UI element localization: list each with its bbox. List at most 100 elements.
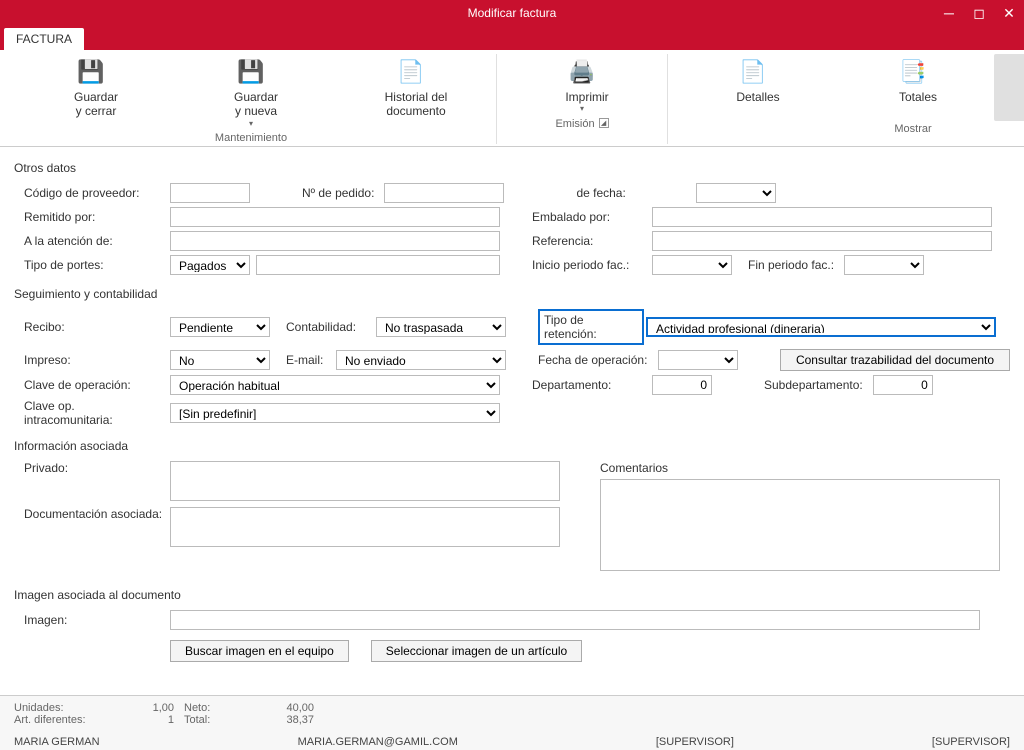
historial-icon: 📄 xyxy=(395,56,427,88)
input-imagen[interactable] xyxy=(170,610,980,630)
imprimir-icon: 🖨️ xyxy=(566,56,598,88)
input-remitido-por[interactable] xyxy=(170,207,500,227)
label-atencion-de: A la atención de: xyxy=(14,234,164,248)
status-art-diferentes-label: Art. diferentes: xyxy=(14,714,124,726)
close-button[interactable]: ✕ xyxy=(994,0,1024,26)
status-user: MARIA GERMAN xyxy=(14,736,100,748)
textarea-privado[interactable] xyxy=(170,461,560,501)
label-clave-operacion: Clave de operación: xyxy=(14,378,164,392)
select-clave-intracomunitaria[interactable]: [Sin predefinir] xyxy=(170,403,500,423)
label-doc-asociada: Documentación asociada: xyxy=(14,507,164,521)
section-seguimiento: Seguimiento y contabilidad xyxy=(14,287,1010,301)
dialog-launcher-emisión[interactable]: ◢ xyxy=(599,118,609,128)
ribbon-tabstrip: FACTURA xyxy=(0,26,1024,50)
ribbon-detalles[interactable]: 📄 Detalles xyxy=(674,54,832,121)
input-atencion-de[interactable] xyxy=(170,231,500,251)
input-referencia[interactable] xyxy=(652,231,992,251)
detalles-label: Detalles xyxy=(678,90,828,104)
status-role2: [SUPERVISOR] xyxy=(932,736,1010,748)
label-contabilidad: Contabilidad: xyxy=(286,320,366,334)
select-contabilidad[interactable]: No traspasada xyxy=(376,317,506,337)
input-codigo-proveedor[interactable] xyxy=(170,183,250,203)
guardar-cerrar-icon: 💾 xyxy=(75,56,107,88)
button-consultar-trazabilidad[interactable]: Consultar trazabilidad del documento xyxy=(780,349,1010,371)
label-recibo: Recibo: xyxy=(14,320,164,334)
label-imagen: Imagen: xyxy=(14,613,164,627)
ribbon-totales[interactable]: 📑 Totales xyxy=(834,54,992,121)
imprimir-label: Imprimir xyxy=(507,90,657,104)
status-unidades-label: Unidades: xyxy=(14,702,124,714)
select-fin-periodo[interactable] xyxy=(844,255,924,275)
status-bar: Unidades: 1,00 Neto: 40,00 Art. diferent… xyxy=(0,695,1024,750)
textarea-doc-asociada[interactable] xyxy=(170,507,560,547)
window-controls: ─ ◻ ✕ xyxy=(934,0,1024,26)
button-buscar-imagen[interactable]: Buscar imagen en el equipo xyxy=(170,640,349,662)
input-embalado-por[interactable] xyxy=(652,207,992,227)
status-email: MARIA.GERMAN@GAMIL.COM xyxy=(298,736,458,748)
status-total-value: 38,37 xyxy=(244,714,314,726)
label-tipo-portes: Tipo de portes: xyxy=(14,258,164,272)
select-tipo-retencion[interactable]: Actividad profesional (dineraria) xyxy=(646,317,996,337)
ribbon-otros-datos[interactable]: 👥Otrosdatos xyxy=(994,54,1024,121)
section-imagen: Imagen asociada al documento xyxy=(14,588,1010,602)
ribbon-historial[interactable]: 📄Historial deldocumento xyxy=(332,54,490,130)
label-email: E-mail: xyxy=(286,353,326,367)
button-seleccionar-imagen[interactable]: Seleccionar imagen de un artículo xyxy=(371,640,582,662)
select-tipo-portes[interactable]: Pagados xyxy=(170,255,250,275)
label-remitido-por: Remitido por: xyxy=(14,210,164,224)
imprimir-dropdown-icon: ▾ xyxy=(580,104,584,114)
form-area: Otros datos Código de proveedor: Nº de p… xyxy=(0,147,1024,695)
ribbon-group-emisión: 🖨️ Imprimir▾ Emisión ◢ xyxy=(497,54,668,144)
ribbon-guardar-nueva[interactable]: 💾Guardary nueva▾ xyxy=(172,54,330,130)
guardar-nueva-dropdown-icon: ▾ xyxy=(249,119,253,129)
ribbon-guardar-cerrar[interactable]: 💾Guardary cerrar xyxy=(12,54,170,130)
maximize-button[interactable]: ◻ xyxy=(964,0,994,26)
ribbon-group-label: Mantenimiento xyxy=(215,132,287,144)
ribbon-group-mantenimiento: 💾Guardary cerrar💾Guardary nueva▾📄Histori… xyxy=(6,54,497,144)
select-recibo[interactable]: Pendiente xyxy=(170,317,270,337)
totales-label: Totales xyxy=(838,90,988,104)
input-tipo-portes-extra[interactable] xyxy=(256,255,500,275)
historial-label: Historial deldocumento xyxy=(336,90,486,119)
label-fin-periodo: Fin periodo fac.: xyxy=(748,258,834,272)
select-fecha-operacion[interactable] xyxy=(658,350,738,370)
label-clave-intracomunitaria: Clave op. intracomunitaria: xyxy=(14,399,164,427)
label-departamento: Departamento: xyxy=(532,378,642,392)
label-comentarios: Comentarios xyxy=(600,461,1010,475)
guardar-nueva-icon: 💾 xyxy=(235,56,267,88)
input-n-pedido[interactable] xyxy=(384,183,504,203)
select-inicio-periodo[interactable] xyxy=(652,255,732,275)
detalles-icon: 📄 xyxy=(737,56,769,88)
guardar-nueva-label: Guardary nueva xyxy=(176,90,326,119)
select-impreso[interactable]: No xyxy=(170,350,270,370)
label-subdepartamento: Subdepartamento: xyxy=(764,378,863,392)
label-referencia: Referencia: xyxy=(532,234,642,248)
ribbon-group-label: Emisión xyxy=(555,118,594,130)
status-neto-label: Neto: xyxy=(174,702,244,714)
select-de-fecha[interactable] xyxy=(696,183,776,203)
status-unidades-value: 1,00 xyxy=(124,702,174,714)
label-privado: Privado: xyxy=(14,461,164,475)
status-total-label: Total: xyxy=(174,714,244,726)
window-title: Modificar factura xyxy=(468,6,557,20)
select-clave-operacion[interactable]: Operación habitual xyxy=(170,375,500,395)
minimize-button[interactable]: ─ xyxy=(934,0,964,26)
label-inicio-periodo: Inicio periodo fac.: xyxy=(532,258,642,272)
label-codigo-proveedor: Código de proveedor: xyxy=(14,186,164,200)
textarea-comentarios[interactable] xyxy=(600,479,1000,571)
section-info-asociada: Información asociada xyxy=(14,439,1010,453)
ribbon: 💾Guardary cerrar💾Guardary nueva▾📄Histori… xyxy=(0,50,1024,147)
totales-icon: 📑 xyxy=(897,56,929,88)
titlebar: Modificar factura ─ ◻ ✕ xyxy=(0,0,1024,26)
ribbon-group-mostrar: 📄Detalles📑Totales👥OtrosdatosMostrar xyxy=(668,54,1024,144)
select-email[interactable]: No enviado xyxy=(336,350,506,370)
input-subdepartamento[interactable] xyxy=(873,375,933,395)
label-de-fecha: de fecha: xyxy=(576,186,686,200)
guardar-cerrar-label: Guardary cerrar xyxy=(16,90,166,119)
status-role1: [SUPERVISOR] xyxy=(656,736,734,748)
status-neto-value: 40,00 xyxy=(244,702,314,714)
input-departamento[interactable] xyxy=(652,375,712,395)
ribbon-imprimir[interactable]: 🖨️ Imprimir▾ xyxy=(503,54,661,116)
tab-factura[interactable]: FACTURA xyxy=(4,28,84,50)
label-n-pedido: Nº de pedido: xyxy=(302,186,374,200)
